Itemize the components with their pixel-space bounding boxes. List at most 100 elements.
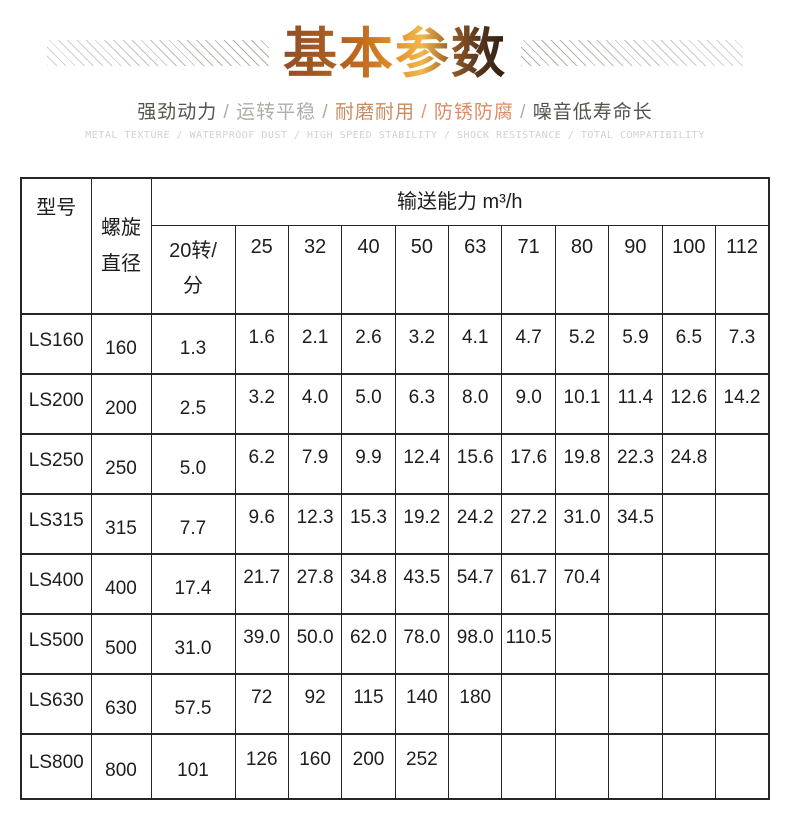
capacity-cell: 140 bbox=[394, 672, 450, 734]
capacity-cell: 57.5 bbox=[150, 672, 236, 734]
speed-header-row: 20转/分 25 32 40 50 63 71 80 90 100 112 bbox=[21, 225, 770, 314]
capacity-cell: 126 bbox=[234, 732, 289, 799]
capacity-cell bbox=[554, 732, 610, 799]
model-cell: LS250 bbox=[20, 432, 92, 494]
capacity-cell: 4.1 bbox=[448, 312, 503, 374]
capacity-cell: 110.5 bbox=[501, 612, 556, 674]
capacity-cell bbox=[715, 672, 770, 734]
capacity-cell: 4.0 bbox=[287, 372, 343, 434]
table-row: LS500 500 31.0 39.0 50.0 62.0 78.0 98.0 110.5 bbox=[20, 612, 770, 674]
capacity-cell: 101 bbox=[150, 732, 236, 799]
capacity-cell: 31.0 bbox=[150, 612, 236, 674]
capacity-cell bbox=[501, 672, 556, 734]
capacity-cell: 17.4 bbox=[150, 552, 236, 614]
subtitle-segment: / bbox=[217, 102, 237, 123]
capacity-cell: 5.9 bbox=[608, 312, 663, 374]
capacity-cell bbox=[608, 672, 663, 734]
speed-column-header: 90 bbox=[608, 225, 663, 314]
capacity-cell: 6.5 bbox=[661, 312, 717, 374]
capacity-cell: 19.2 bbox=[394, 492, 450, 554]
diameter-cell: 400 bbox=[90, 552, 152, 614]
table-row: LS800 800 101 126 160 200 252 bbox=[20, 732, 770, 799]
subtitle-segment: 防锈防腐 bbox=[433, 102, 514, 123]
capacity-cell: 9.0 bbox=[501, 372, 556, 434]
capacity-cell: 22.3 bbox=[608, 432, 663, 494]
capacity-cell: 34.5 bbox=[608, 492, 663, 554]
capacity-cell: 9.6 bbox=[234, 492, 289, 554]
capacity-cell: 24.2 bbox=[448, 492, 503, 554]
capacity-cell: 3.2 bbox=[234, 372, 289, 434]
capacity-cell bbox=[608, 552, 663, 614]
capacity-cell: 12.4 bbox=[394, 432, 450, 494]
capacity-cell: 5.2 bbox=[554, 312, 610, 374]
capacity-cell: 39.0 bbox=[234, 612, 289, 674]
capacity-cell: 200 bbox=[341, 732, 396, 799]
capacity-header: 输送能力 m³/h bbox=[150, 177, 770, 226]
capacity-cell bbox=[715, 732, 770, 799]
capacity-cell: 6.3 bbox=[394, 372, 450, 434]
capacity-cell: 19.8 bbox=[554, 432, 610, 494]
page: 基本参数 强劲动力 / 运转平稳 / 耐磨耐用 / 防锈防腐 / 噪音低寿命长 … bbox=[0, 10, 790, 822]
capacity-cell bbox=[608, 732, 663, 799]
capacity-header-row: 型号 螺旋直径 输送能力 m³/h bbox=[20, 177, 770, 314]
capacity-cell: 92 bbox=[287, 672, 343, 734]
capacity-cell bbox=[715, 552, 770, 614]
capacity-cell: 2.6 bbox=[341, 312, 396, 374]
speed-column-header: 71 bbox=[501, 225, 556, 314]
speed-column-header: 25 bbox=[234, 225, 289, 314]
capacity-cell: 54.7 bbox=[448, 552, 503, 614]
speed-column-header: 32 bbox=[287, 225, 343, 314]
capacity-cell: 70.4 bbox=[554, 552, 610, 614]
capacity-cell bbox=[715, 432, 770, 494]
diameter-column-header: 螺旋直径 bbox=[90, 177, 152, 314]
capacity-cell: 21.7 bbox=[234, 552, 289, 614]
table-row: LS315 315 7.7 9.6 12.3 15.3 19.2 24.2 27.2 31.0 34… bbox=[20, 492, 770, 554]
table-row: LS400 400 17.4 21.7 27.8 34.8 43.5 54.7 61.7 70.4 bbox=[20, 552, 770, 614]
table-row: LS250 250 5.0 6.2 7.9 9.9 12.4 15.6 17.6 19.8 22.3… bbox=[20, 432, 770, 494]
diameter-cell: 200 bbox=[90, 372, 152, 434]
subtitle-segment: / bbox=[513, 102, 533, 123]
capacity-cell: 7.9 bbox=[287, 432, 343, 494]
capacity-cell: 12.3 bbox=[287, 492, 343, 554]
capacity-cell: 3.2 bbox=[394, 312, 450, 374]
capacity-cell: 27.8 bbox=[287, 552, 343, 614]
table-row: LS630 630 57.5 72 92 115 140 180 bbox=[20, 672, 770, 734]
capacity-cell bbox=[661, 672, 717, 734]
capacity-cell: 1.6 bbox=[234, 312, 289, 374]
capacity-cell: 5.0 bbox=[341, 372, 396, 434]
capacity-cell bbox=[661, 552, 717, 614]
subtitle-segment: 强劲动力 bbox=[137, 102, 218, 123]
model-cell: LS630 bbox=[20, 672, 92, 734]
capacity-cell: 4.7 bbox=[501, 312, 556, 374]
capacity-cell: 2.1 bbox=[287, 312, 343, 374]
capacity-cell: 160 bbox=[287, 732, 343, 799]
subtitle-segment: / bbox=[415, 102, 434, 123]
capacity-cell: 180 bbox=[448, 672, 503, 734]
diameter-cell: 315 bbox=[90, 492, 152, 554]
table-body: LS160 160 1.3 1.6 2.1 2.6 3.2 4.1 4.7 5.2 5.9 6.5 7.… bbox=[20, 312, 770, 799]
capacity-cell bbox=[715, 492, 770, 554]
capacity-cell: 62.0 bbox=[341, 612, 396, 674]
capacity-cell: 11.4 bbox=[608, 372, 663, 434]
hatch-left-decoration bbox=[47, 40, 269, 66]
capacity-cell: 43.5 bbox=[394, 552, 450, 614]
model-cell: LS315 bbox=[20, 492, 92, 554]
capacity-cell: 252 bbox=[394, 732, 450, 799]
capacity-cell: 98.0 bbox=[448, 612, 503, 674]
capacity-cell: 15.3 bbox=[341, 492, 396, 554]
diameter-cell: 250 bbox=[90, 432, 152, 494]
capacity-cell: 31.0 bbox=[554, 492, 610, 554]
rpm-column-header: 20转/分 bbox=[150, 225, 236, 314]
speed-column-header: 50 bbox=[394, 225, 450, 314]
capacity-cell: 2.5 bbox=[150, 372, 236, 434]
capacity-cell: 14.2 bbox=[715, 372, 770, 434]
speed-column-header: 40 bbox=[341, 225, 396, 314]
subtitle-segment: 运转平稳 bbox=[236, 102, 317, 123]
diameter-cell: 800 bbox=[90, 732, 152, 799]
diameter-cell: 160 bbox=[90, 312, 152, 374]
model-column-header: 型号 bbox=[20, 177, 92, 314]
capacity-cell bbox=[554, 672, 610, 734]
capacity-cell: 50.0 bbox=[287, 612, 343, 674]
speed-column-header: 100 bbox=[661, 225, 717, 314]
model-cell: LS200 bbox=[20, 372, 92, 434]
